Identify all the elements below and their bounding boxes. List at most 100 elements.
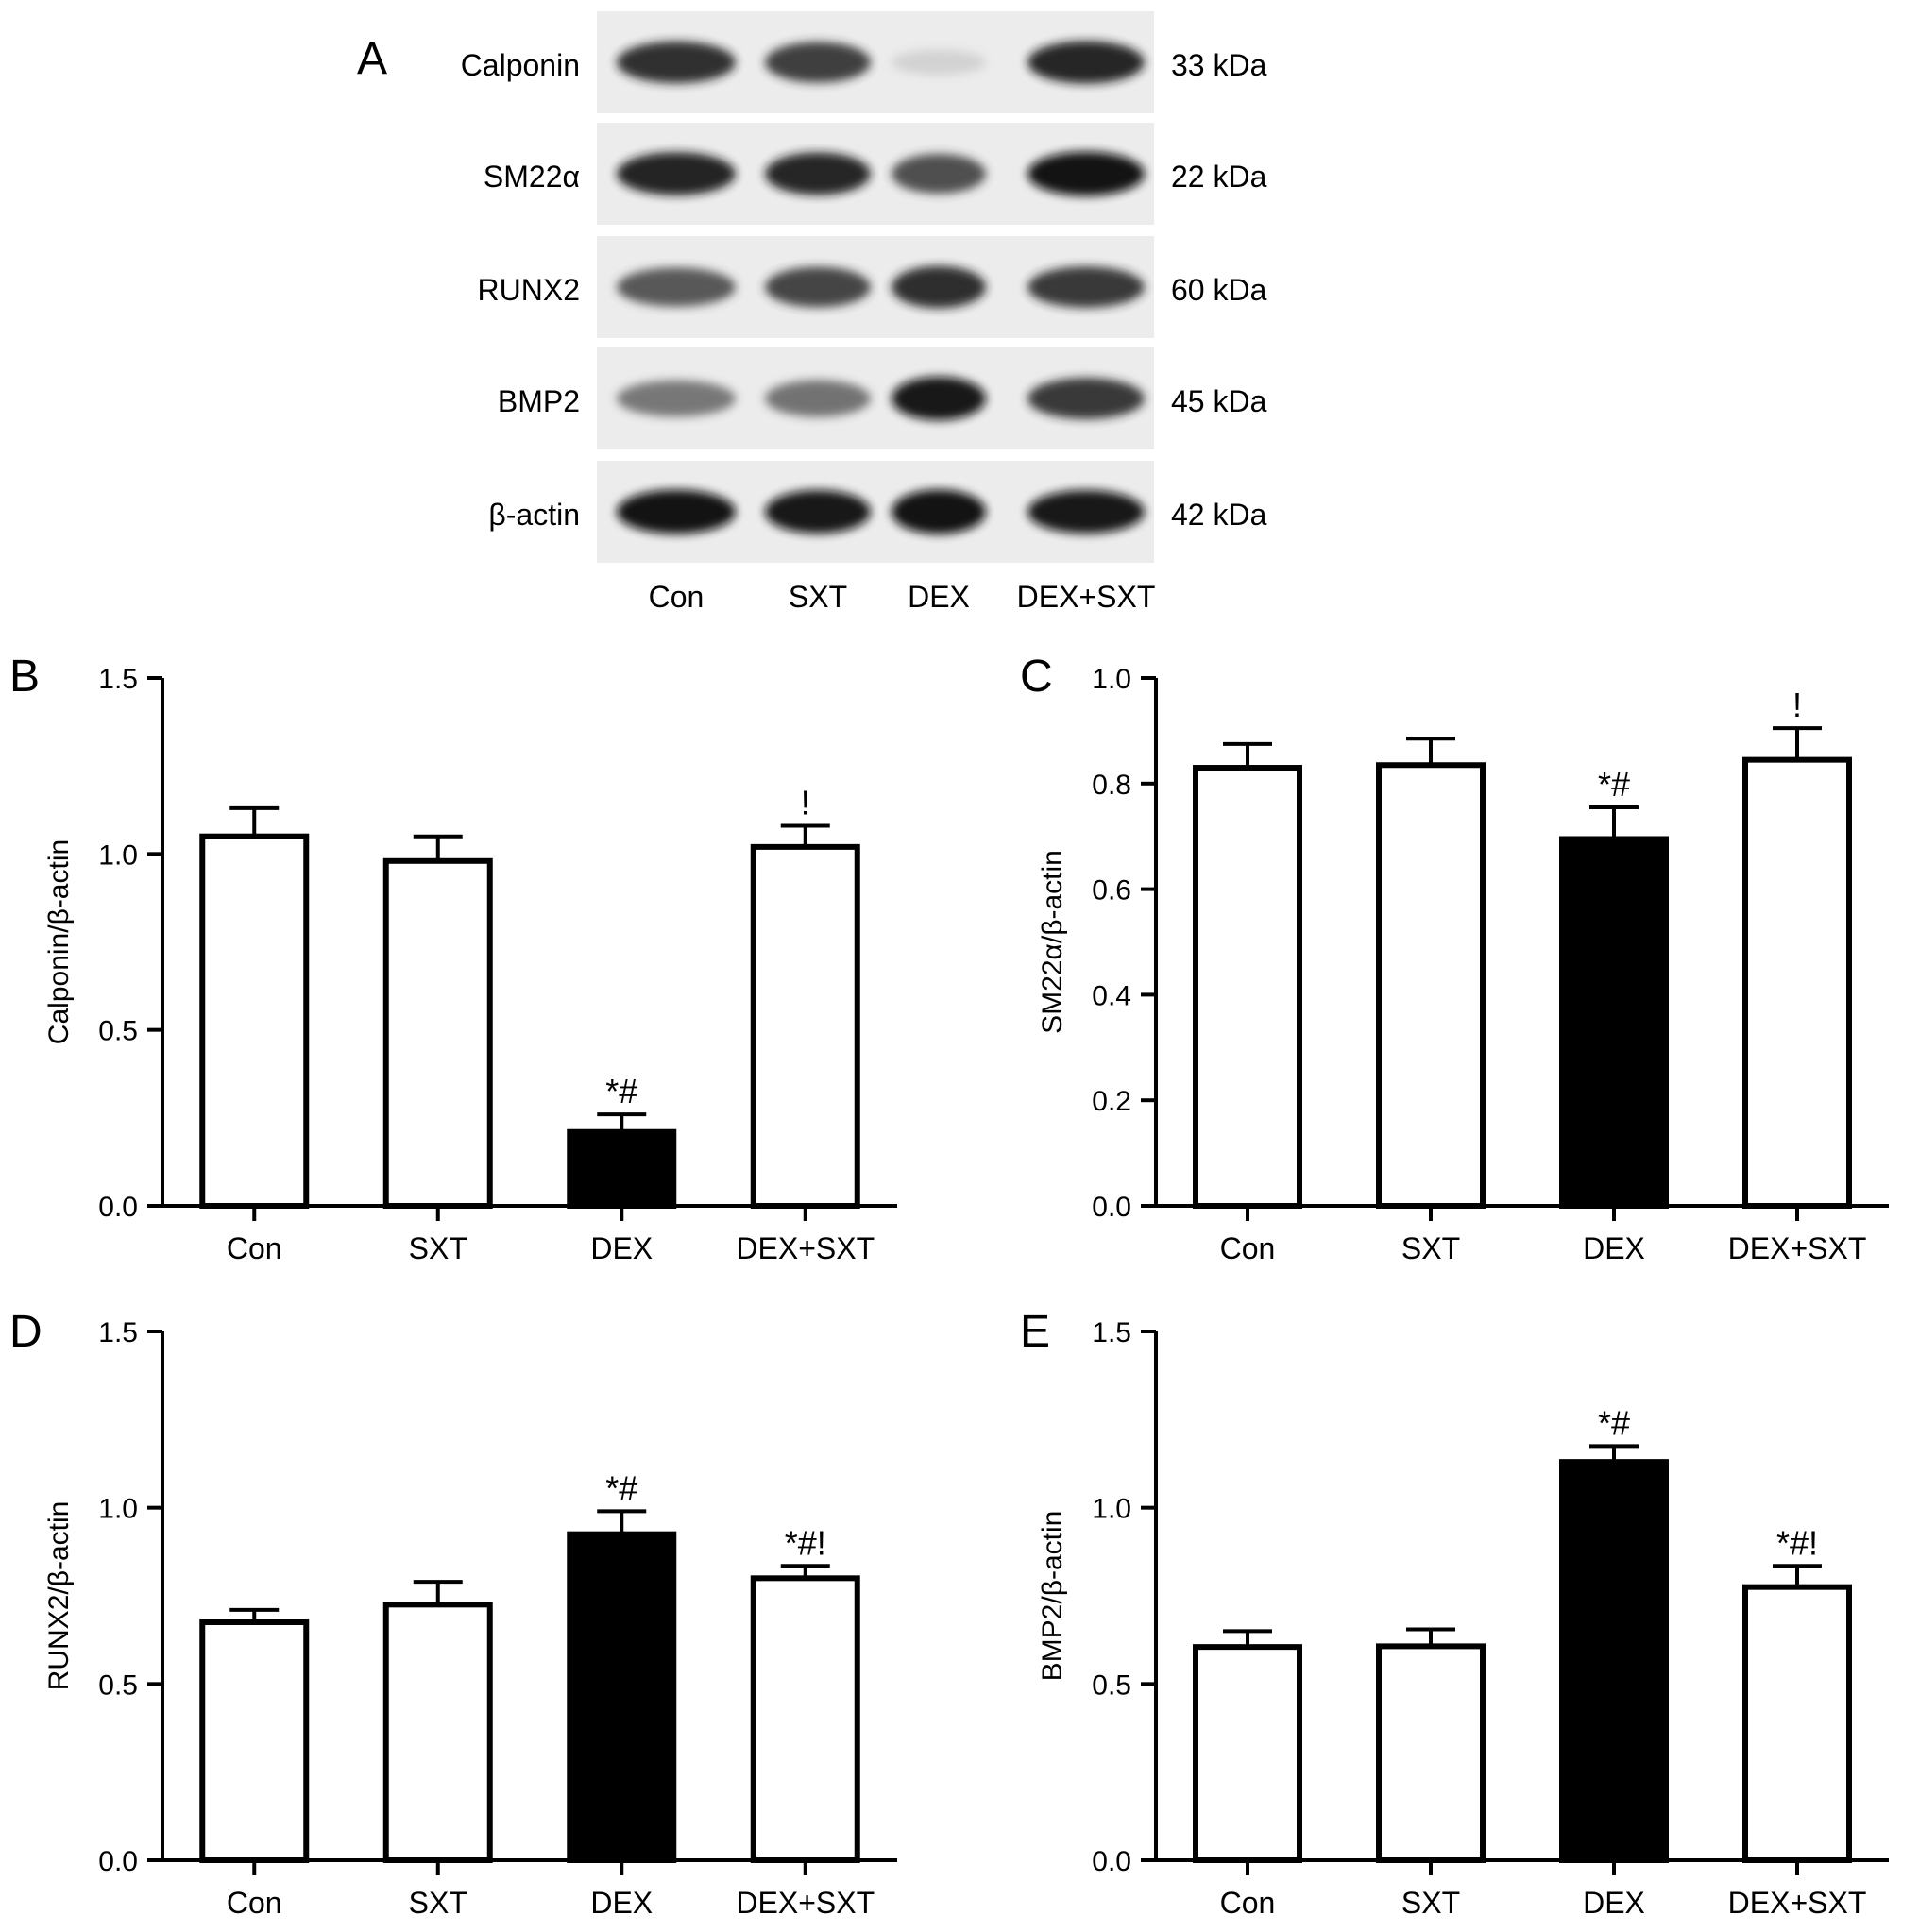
bar-charts: B 0.0 0.5 1.0 1.5 Con SXT DEX DEX+SXT Calponin/β-… [9,652,1889,1920]
bar [567,1531,677,1863]
y-axis-label: Calponin/β-actin [43,839,75,1044]
molecular-weight-label: 42 kDa [1171,498,1267,532]
y-tick-label: 1.0 [98,839,138,871]
x-tick-label: DEX+SXT [736,1231,875,1265]
blot-band [1027,41,1145,84]
y-tick-label: 1.5 [98,664,138,695]
bar [567,1128,677,1209]
blot-row-1: SM22α 22 kDa [484,123,1267,225]
x-tick-label: DEX [1583,1231,1645,1265]
blot-band [617,489,736,534]
blot-band [1027,266,1145,308]
western-blot-panel: A Calponin 33 kDa SM22α 22 kDa RUNX2 60 kDa BMP… [357,11,1267,614]
bar [382,857,493,1210]
y-tick-label: 0.4 [1092,980,1131,1011]
panel-letter: C [1020,652,1053,702]
molecular-weight-label: 60 kDa [1171,273,1267,307]
bar [1742,756,1852,1210]
blot-band [892,265,986,309]
blot-band [617,152,736,195]
blot-row-0: Calponin 33 kDa [461,11,1267,113]
bar [1559,1459,1669,1863]
x-tick-label: Con [227,1886,282,1920]
molecular-weight-label: 45 kDa [1171,384,1267,418]
y-tick-label: 0.0 [1092,1192,1131,1223]
y-tick-label: 0.6 [1092,875,1131,907]
protein-label: SM22α [484,160,580,194]
blot-band [617,267,736,307]
y-axis-label: RUNX2/β-actin [43,1501,75,1691]
y-tick-label: 0.0 [1092,1846,1131,1877]
bar [199,833,310,1209]
blot-row-2: RUNX2 60 kDa [478,236,1267,338]
lane-label: SXT [789,580,847,614]
y-tick-label: 0.2 [1092,1086,1131,1117]
significance-label: *#! [785,1523,826,1562]
significance-label: ! [801,784,810,822]
y-tick-label: 1.0 [1092,1494,1131,1525]
blot-band [765,42,871,83]
x-tick-label: Con [1220,1886,1276,1920]
chart-panel-b: B 0.0 0.5 1.0 1.5 Con SXT DEX DEX+SXT Calponin/β-… [9,652,897,1265]
panel-letter-a: A [357,34,387,84]
y-tick-label: 0.8 [1092,770,1131,801]
protein-label: β-actin [488,498,580,532]
chart-panel-e: E 0.0 0.5 1.0 1.5 Con SXT DEX DEX+SXT BMP2/β-acti… [1020,1307,1889,1920]
significance-label: *# [1598,1403,1630,1442]
x-tick-label: SXT [409,1231,467,1265]
lane-label: Con [649,580,705,614]
blot-band [892,376,986,421]
y-axis-label: SM22α/β-actin [1037,850,1068,1034]
y-tick-label: 1.5 [1092,1317,1131,1348]
blot-row-4: β-actin 42 kDa [488,461,1267,563]
molecular-weight-label: 33 kDa [1171,48,1267,82]
blot-band [765,380,871,417]
y-tick-label: 0.5 [98,1016,138,1047]
blot-band [765,489,871,534]
bar [199,1619,310,1863]
molecular-weight-label: 22 kDa [1171,160,1267,194]
y-tick-label: 0.5 [98,1669,138,1701]
x-tick-label: Con [227,1231,282,1265]
blot-band [765,152,871,195]
bar [750,843,860,1209]
bar [1376,1643,1486,1864]
bar [750,1575,860,1864]
chart-panel-c: C 0.0 0.2 0.4 0.6 0.8 1.0 Con SXT DEX DEX+SXT SM22α… [1020,652,1889,1265]
panel-letter: E [1020,1307,1050,1357]
protein-label: RUNX2 [478,273,580,307]
x-tick-label: DEX [1583,1886,1645,1920]
chart-panel-d: D 0.0 0.5 1.0 1.5 Con SXT DEX DEX+SXT RUNX2/β-act… [9,1307,897,1920]
panel-letter: D [9,1307,42,1357]
y-tick-label: 0.0 [98,1846,138,1877]
blot-band [892,489,986,534]
y-tick-label: 1.0 [1092,664,1131,695]
blot-band [617,380,736,417]
y-axis-label: BMP2/β-actin [1037,1511,1068,1682]
y-tick-label: 1.0 [98,1494,138,1525]
protein-label: BMP2 [498,384,580,418]
significance-label: ! [1792,686,1802,724]
panel-letter: B [9,652,40,702]
y-tick-label: 0.0 [98,1192,138,1223]
x-tick-label: Con [1220,1231,1276,1265]
lane-label: DEX [908,580,970,614]
bar [1376,762,1486,1209]
blot-band [1027,151,1145,196]
blot-row-3: BMP2 45 kDa [498,347,1267,449]
x-tick-label: SXT [409,1886,467,1920]
x-tick-label: SXT [1401,1231,1460,1265]
bar [1193,1644,1302,1863]
blot-band [765,266,871,308]
x-tick-label: DEX+SXT [1728,1231,1867,1265]
x-tick-label: DEX+SXT [736,1886,875,1920]
bar [1193,765,1302,1210]
y-tick-label: 0.5 [1092,1669,1131,1701]
blot-band [617,41,736,84]
significance-label: *# [605,1072,637,1110]
significance-label: *#! [1776,1523,1818,1562]
blot-band [892,154,986,194]
blot-band [892,49,986,76]
lane-label: DEX+SXT [1017,580,1156,614]
